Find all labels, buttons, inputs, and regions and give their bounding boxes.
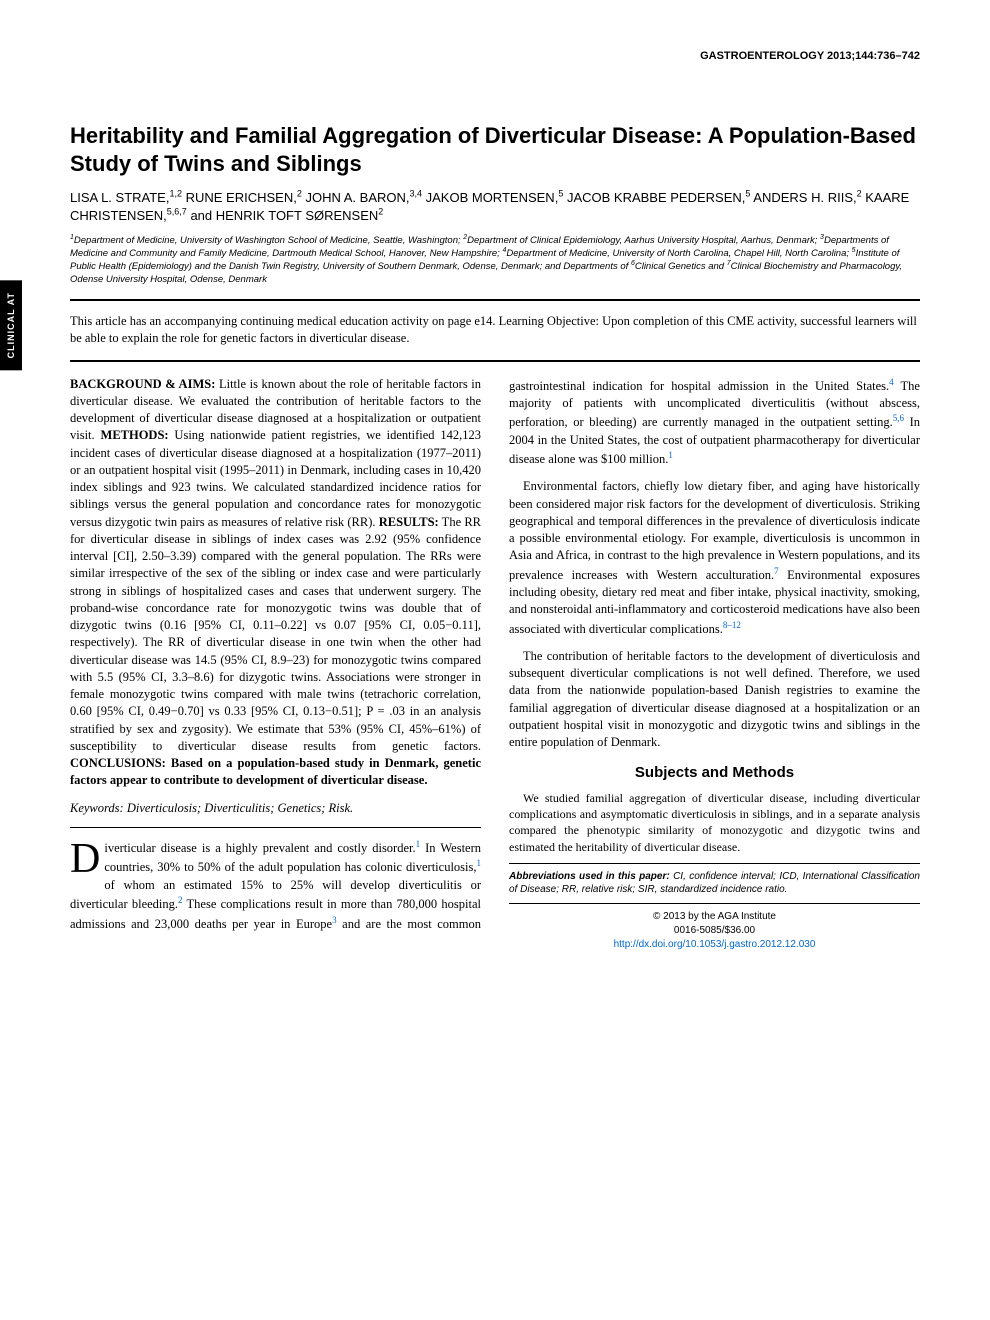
section-tab: CLINICAL AT	[0, 280, 22, 370]
journal-citation: GASTROENTEROLOGY 2013;144:736–742	[70, 50, 920, 62]
intro-para-2: Environmental factors, chiefly low dieta…	[509, 478, 920, 638]
keywords-text: Diverticulosis; Diverticulitis; Genetics…	[124, 801, 353, 815]
intro-para-3: The contribution of heritable factors to…	[509, 648, 920, 752]
author-list: LISA L. STRATE,1,2 RUNE ERICHSEN,2 JOHN …	[70, 189, 920, 225]
keywords: Keywords: Diverticulosis; Diverticulitis…	[70, 800, 481, 817]
abstract-methods-label: METHODS:	[101, 428, 169, 442]
abbreviations-box: Abbreviations used in this paper: CI, co…	[509, 863, 920, 904]
divider	[70, 360, 920, 362]
divider	[70, 299, 920, 301]
dropcap: D	[70, 838, 104, 878]
article-body: BACKGROUND & AIMS: Little is known about…	[70, 376, 920, 952]
affiliations: 1Department of Medicine, University of W…	[70, 235, 920, 286]
abstract: BACKGROUND & AIMS: Little is known about…	[70, 376, 481, 790]
abstract-results-label: RESULTS:	[379, 515, 439, 529]
issn-price: 0016-5085/$36.00	[509, 924, 920, 938]
cme-note: This article has an accompanying continu…	[70, 309, 920, 352]
methods-para: We studied familial aggregation of diver…	[509, 790, 920, 855]
copyright-block: © 2013 by the AGA Institute 0016-5085/$3…	[509, 910, 920, 952]
abstract-results-text: The RR for diverticular disease in sibli…	[70, 515, 481, 753]
copyright-line: © 2013 by the AGA Institute	[509, 910, 920, 924]
keywords-label: Keywords:	[70, 801, 124, 815]
abstract-methods-text: Using nationwide patient registries, we …	[70, 428, 481, 528]
divider	[70, 827, 481, 828]
abstract-conclusions: CONCLUSIONS: Based on a population-based…	[70, 756, 481, 787]
section-heading-methods: Subjects and Methods	[509, 763, 920, 784]
abstract-background-label: BACKGROUND & AIMS:	[70, 377, 215, 391]
doi-link[interactable]: http://dx.doi.org/10.1053/j.gastro.2012.…	[614, 939, 816, 950]
article-title: Heritability and Familial Aggregation of…	[70, 122, 920, 177]
